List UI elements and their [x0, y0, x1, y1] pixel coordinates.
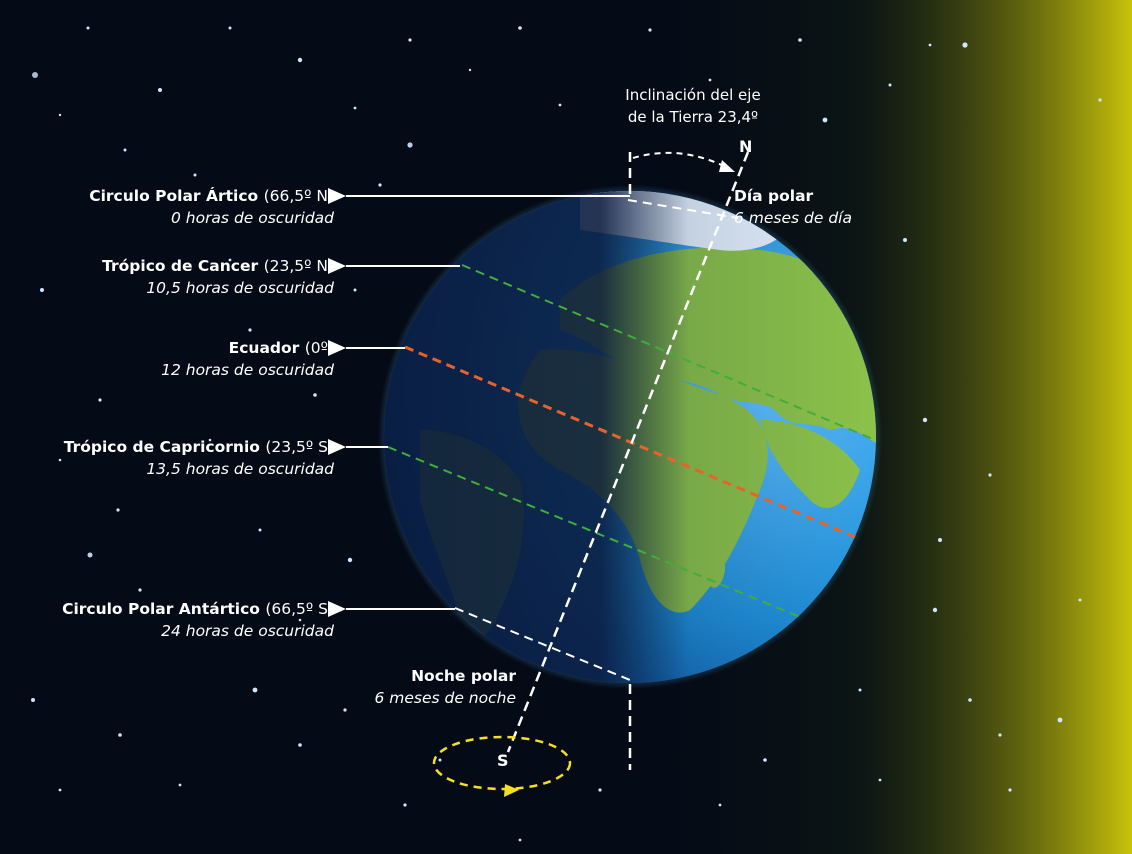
latitude-coord: (23,5º N) [263, 257, 334, 275]
latitude-label-cancer: Trópico de Cancer (23,5º N) 10,5 horas d… [0, 255, 334, 299]
earth-globe [378, 185, 882, 689]
axis-tilt-label: Inclinación del eje de la Tierra 23,4º [608, 84, 778, 128]
latitude-label-equator: Ecuador (0º) 12 horas de oscuridad [0, 337, 334, 381]
polar-night-subtitle: 6 meses de noche [374, 689, 516, 707]
latitude-lines [387, 199, 876, 681]
latitude-label-arctic: Circulo Polar Ártico (66,5º N) 0 horas d… [0, 185, 334, 229]
axis-tilt-line2: de la Tierra 23,4º [627, 108, 759, 126]
polar-day-label: Día polar 6 meses de día [734, 185, 852, 229]
latitude-darkness: 24 horas de oscuridad [161, 622, 334, 640]
latitude-name: Trópico de Capricornio [63, 438, 260, 456]
latitude-coord: (0º) [304, 339, 334, 357]
equator-line [404, 345, 856, 539]
axis-tilt-line1: Inclinación del eje [625, 86, 761, 104]
latitude-coord: (66,5º N) [263, 187, 334, 205]
latitude-label-antarctic: Circulo Polar Antártico (66,5º S) 24 hor… [0, 598, 334, 642]
latitude-darkness: 0 horas de oscuridad [170, 209, 334, 227]
earth-axis [506, 151, 750, 770]
continents [384, 191, 876, 683]
rotation-arrow [432, 735, 572, 797]
arctic-circle-line [627, 199, 739, 219]
south-pole-label: S [497, 751, 509, 770]
tilt-arc-arrowhead [719, 160, 735, 172]
stars [31, 26, 1102, 842]
latitude-label-capricorn: Trópico de Capricornio (23,5º S) 13,5 ho… [0, 436, 334, 480]
polar-day-subtitle: 6 meses de día [734, 209, 852, 227]
tilt-angle-arc [632, 151, 729, 169]
latitude-name: Circulo Polar Antártico [62, 600, 260, 618]
latitude-darkness: 13,5 horas de oscuridad [146, 460, 334, 478]
polar-night-label: Noche polar 6 meses de noche [330, 665, 516, 709]
latitude-name: Ecuador [228, 339, 300, 357]
latitude-darkness: 10,5 horas de oscuridad [146, 279, 334, 297]
latitude-coord: (23,5º S) [265, 438, 334, 456]
tilted-axis-line [506, 151, 750, 753]
latitude-darkness: 12 horas de oscuridad [161, 361, 334, 379]
north-pole-label: N [739, 137, 753, 156]
latitude-name: Circulo Polar Ártico [89, 187, 259, 205]
antarctic-circle-line [454, 607, 631, 681]
latitude-name: Trópico de Cancer [102, 257, 259, 275]
label-arrows [328, 188, 630, 617]
polar-night-title: Noche polar [411, 667, 516, 685]
latitude-coord: (66,5º S) [265, 600, 334, 618]
polar-day-title: Día polar [734, 187, 814, 205]
